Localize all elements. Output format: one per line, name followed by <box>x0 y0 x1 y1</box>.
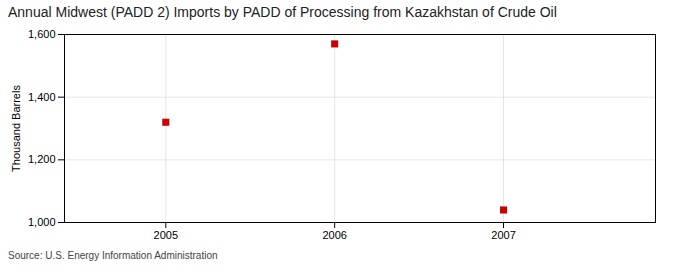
svg-text:2007: 2007 <box>491 229 515 241</box>
svg-text:Thousand Barrels: Thousand Barrels <box>10 85 22 172</box>
html-text:Annual Midwest (PADD 2) Import: Annual Midwest (PADD 2) Imports by PADD … <box>8 4 557 20</box>
svg-text:2005: 2005 <box>154 229 178 241</box>
svg-text:1,200: 1,200 <box>28 153 56 165</box>
svg-text:1,600: 1,600 <box>28 28 56 40</box>
html-text:Source: U.S. Energy Informatio: Source: U.S. Energy Information Administ… <box>8 250 218 261</box>
svg-text:1,000: 1,000 <box>28 216 56 228</box>
svg-text:2006: 2006 <box>322 229 346 241</box>
svg-text:1,400: 1,400 <box>28 91 56 103</box>
